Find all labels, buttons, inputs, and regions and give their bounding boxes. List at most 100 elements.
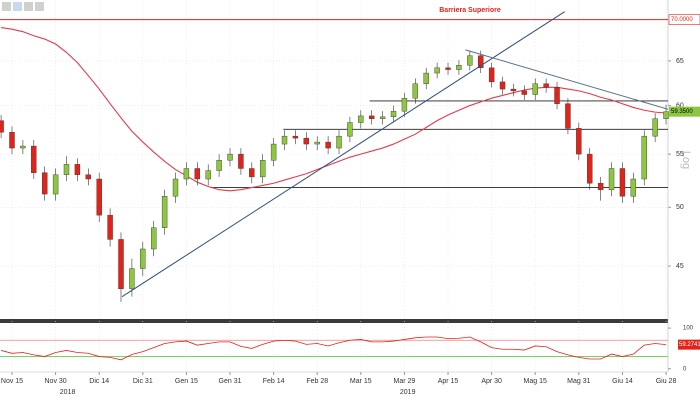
- tool-icon[interactable]: [35, 2, 44, 11]
- candle-body: [521, 90, 528, 95]
- indicator-line: [0, 336, 667, 361]
- candle-body: [227, 153, 233, 161]
- resistance-tag: [668, 14, 700, 25]
- candle-body: [576, 128, 582, 155]
- annotation: Barriera Superiore: [439, 7, 501, 14]
- x-tick-label: Gen 15: [175, 378, 198, 385]
- candle-body: [31, 145, 37, 173]
- candle-body: [390, 110, 397, 118]
- value-tag: [678, 339, 700, 350]
- y-tick-label: 55: [676, 151, 684, 158]
- axis-label: Log: [680, 151, 692, 169]
- x-tick-label: Dic 31: [133, 378, 153, 385]
- candle-body: [107, 214, 113, 240]
- candle-body: [96, 178, 102, 216]
- candle-body: [412, 83, 419, 99]
- candle-body: [151, 227, 157, 250]
- x-tick-label: Mag 31: [567, 378, 590, 385]
- candle-body: [423, 72, 429, 84]
- candle-body: [336, 135, 342, 149]
- x-tick-label: Nov 30: [45, 378, 67, 385]
- candle-body: [216, 160, 222, 171]
- candle-body: [456, 65, 462, 70]
- y-tick-label: 45: [676, 263, 684, 270]
- x-tick-label: Giu 14: [612, 378, 633, 385]
- x-tick-label: Gen 31: [219, 378, 242, 385]
- candle-body: [325, 141, 331, 149]
- y-tick-label: 60: [676, 102, 684, 109]
- year-label: 2019: [400, 389, 416, 396]
- candle-body: [63, 164, 70, 175]
- candle-body: [183, 168, 190, 180]
- y-tick-label: 0: [683, 366, 687, 372]
- candle-body: [314, 141, 320, 145]
- candle-body: [663, 111, 669, 119]
- tool-icon[interactable]: [24, 2, 33, 11]
- candle-body: [270, 143, 277, 161]
- candle-body: [161, 196, 168, 228]
- candle-body: [74, 164, 81, 175]
- price-tag: [669, 106, 700, 117]
- x-tick-label: Mar 29: [394, 378, 416, 385]
- candle-body: [205, 170, 211, 180]
- candle-body: [597, 183, 604, 190]
- candle-body: [587, 153, 593, 184]
- candle-body: [510, 88, 517, 92]
- trendline: [465, 49, 669, 110]
- candle-body: [172, 178, 179, 197]
- x-tick-label: Mar 15: [350, 378, 372, 385]
- candle-body: [478, 55, 484, 69]
- candle-body: [85, 174, 91, 180]
- x-tick-label: Nov 15: [1, 378, 23, 385]
- x-tick-label: Apr 30: [481, 378, 502, 385]
- candle-body: [292, 135, 299, 139]
- candle-body: [41, 172, 48, 195]
- candle-body: [347, 122, 353, 137]
- candle-body: [369, 115, 375, 119]
- candle-body: [140, 248, 146, 269]
- y-tick-label: 100: [683, 326, 694, 332]
- value-tag-label: 59.2741: [679, 342, 700, 348]
- candle-body: [9, 132, 15, 149]
- candle-body: [608, 168, 615, 190]
- candle-body: [565, 103, 571, 129]
- tool-icon[interactable]: [13, 2, 22, 11]
- candle-body: [118, 239, 124, 290]
- candle-body: [467, 55, 473, 66]
- tool-icon[interactable]: [2, 2, 11, 11]
- candle-body: [260, 160, 266, 178]
- candle-body: [619, 168, 626, 197]
- x-tick-label: Feb 14: [263, 378, 285, 385]
- panel-divider: [0, 319, 668, 323]
- candle-body: [488, 67, 495, 83]
- candle-body: [532, 83, 538, 95]
- candle-body: [129, 268, 135, 290]
- candle-body: [52, 174, 59, 195]
- candle-body: [20, 145, 26, 149]
- candle-body: [434, 67, 440, 74]
- candle-body: [445, 67, 451, 70]
- x-tick-label: Apr 15: [438, 378, 459, 385]
- candle-body: [401, 97, 408, 112]
- candle-body: [0, 120, 4, 133]
- trendline: [121, 11, 565, 298]
- candle-body: [652, 118, 658, 137]
- candle-body: [281, 135, 288, 145]
- candle-body: [543, 83, 549, 88]
- x-tick-label: Mag 15: [524, 378, 547, 385]
- toolbar: [2, 2, 44, 11]
- candle-body: [379, 116, 386, 119]
- candle-body: [641, 135, 647, 180]
- resistance-label: 70.0000: [671, 17, 693, 23]
- x-tick-label: Giu 28: [656, 378, 677, 385]
- candle-body: [358, 115, 364, 123]
- candle-body: [499, 81, 506, 90]
- price-tag-label: 59.3500: [671, 109, 693, 115]
- y-tick-label: 50: [676, 204, 684, 211]
- x-tick-label: Feb 28: [306, 378, 328, 385]
- candle-body: [194, 168, 201, 180]
- candle-body: [630, 178, 637, 197]
- year-label: 2018: [60, 389, 76, 396]
